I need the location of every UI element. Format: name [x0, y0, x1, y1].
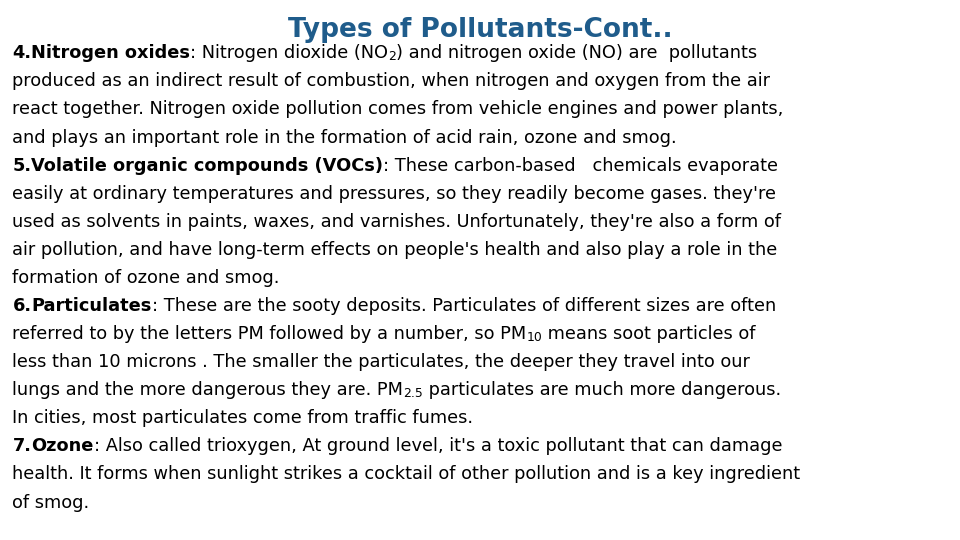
- Text: used as solvents in paints, waxes, and varnishes. Unfortunately, they're also a : used as solvents in paints, waxes, and v…: [12, 213, 781, 231]
- Text: ) and nitrogen oxide (NO) are  pollutants: ) and nitrogen oxide (NO) are pollutants: [396, 44, 757, 62]
- Text: In cities, most particulates come from traffic fumes.: In cities, most particulates come from t…: [12, 409, 473, 427]
- Text: 2.5: 2.5: [403, 387, 423, 400]
- Text: Particulates: Particulates: [32, 297, 152, 315]
- Text: of smog.: of smog.: [12, 494, 89, 511]
- Text: 7.: 7.: [12, 437, 32, 455]
- Text: means soot particles of: means soot particles of: [542, 325, 756, 343]
- Text: : These are the sooty deposits. Particulates of different sizes are often: : These are the sooty deposits. Particul…: [152, 297, 776, 315]
- Text: 5.: 5.: [12, 157, 32, 174]
- Text: easily at ordinary temperatures and pressures, so they readily become gases. the: easily at ordinary temperatures and pres…: [12, 185, 777, 202]
- Text: : These carbon-based   chemicals evaporate: : These carbon-based chemicals evaporate: [383, 157, 779, 174]
- Text: 4.: 4.: [12, 44, 32, 62]
- Text: : Also called trioxygen, At ground level, it's a toxic pollutant that can damage: : Also called trioxygen, At ground level…: [94, 437, 782, 455]
- Text: Types of Pollutants-Cont..: Types of Pollutants-Cont..: [288, 17, 672, 43]
- Text: less than 10 microns . The smaller the particulates, the deeper they travel into: less than 10 microns . The smaller the p…: [12, 353, 751, 371]
- Text: 10: 10: [527, 330, 542, 343]
- Text: Ozone: Ozone: [32, 437, 94, 455]
- Text: Volatile organic compounds (VOCs): Volatile organic compounds (VOCs): [32, 157, 383, 174]
- Text: 6.: 6.: [12, 297, 32, 315]
- Text: 2: 2: [389, 50, 396, 63]
- Text: lungs and the more dangerous they are. PM: lungs and the more dangerous they are. P…: [12, 381, 403, 399]
- Text: formation of ozone and smog.: formation of ozone and smog.: [12, 269, 280, 287]
- Text: particulates are much more dangerous.: particulates are much more dangerous.: [423, 381, 781, 399]
- Text: referred to by the letters PM followed by a number, so PM: referred to by the letters PM followed b…: [12, 325, 527, 343]
- Text: : Nitrogen dioxide (NO: : Nitrogen dioxide (NO: [190, 44, 389, 62]
- Text: react together. Nitrogen oxide pollution comes from vehicle engines and power pl: react together. Nitrogen oxide pollution…: [12, 100, 784, 118]
- Text: air pollution, and have long-term effects on people's health and also play a rol: air pollution, and have long-term effect…: [12, 241, 778, 259]
- Text: produced as an indirect result of combustion, when nitrogen and oxygen from the : produced as an indirect result of combus…: [12, 72, 771, 90]
- Text: Nitrogen oxides: Nitrogen oxides: [32, 44, 190, 62]
- Text: health. It forms when sunlight strikes a cocktail of other pollution and is a ke: health. It forms when sunlight strikes a…: [12, 465, 801, 483]
- Text: and plays an important role in the formation of acid rain, ozone and smog.: and plays an important role in the forma…: [12, 129, 677, 146]
